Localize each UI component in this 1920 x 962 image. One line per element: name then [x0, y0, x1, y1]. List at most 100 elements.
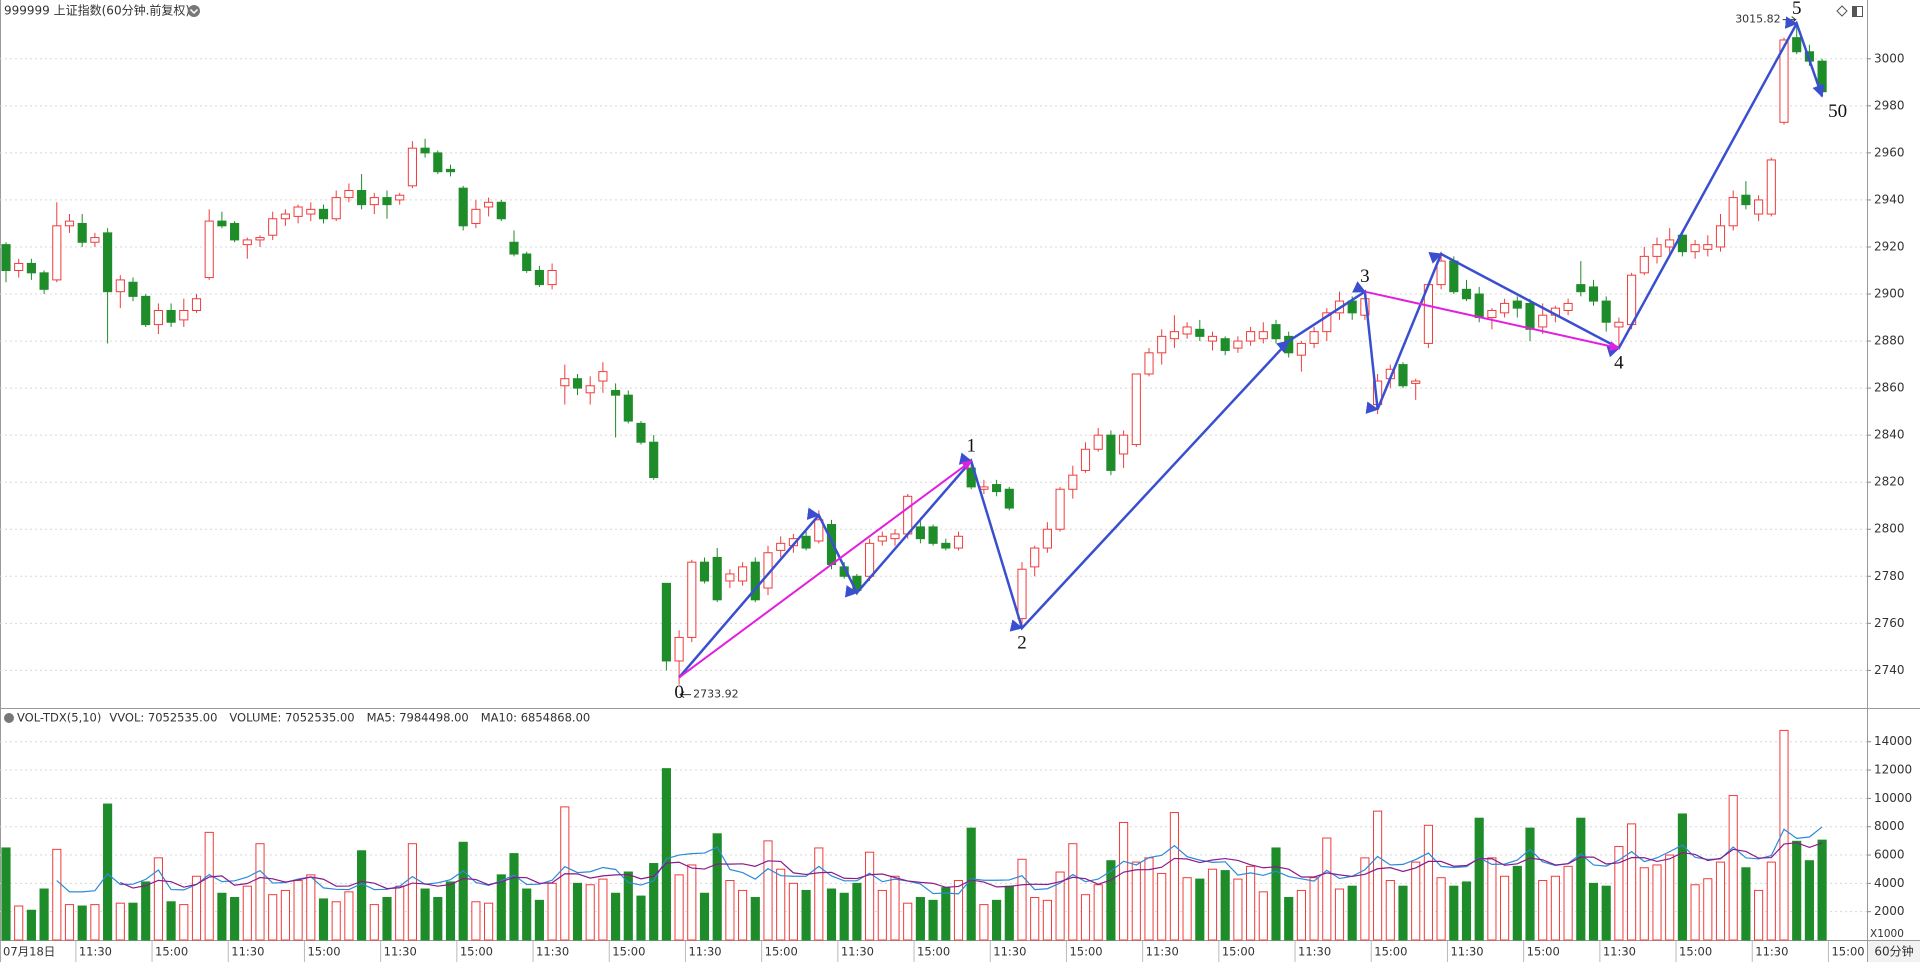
volume-header: VOL-TDX(5,10) — [17, 711, 101, 725]
y-tick-label: 3000 — [1874, 51, 1905, 65]
candle-body — [1715, 225, 1726, 248]
volume-bar — [1487, 857, 1497, 941]
candle-body — [877, 535, 887, 542]
candle-body — [128, 281, 138, 297]
wave-label: 2 — [1017, 632, 1027, 653]
volume-bar — [674, 874, 684, 941]
candle-body — [611, 389, 621, 396]
candle-body — [496, 201, 506, 220]
volume-bar — [407, 843, 417, 941]
volume-bar — [344, 891, 354, 941]
candle-body — [750, 561, 760, 601]
volume-bar — [1131, 861, 1141, 941]
volume-bar — [306, 874, 316, 941]
volume-bar — [1436, 877, 1446, 941]
volume-bar — [1334, 888, 1345, 941]
volume-bar — [750, 897, 760, 941]
volume-bar — [1652, 864, 1662, 941]
candle-body — [1601, 300, 1611, 323]
candle-body — [1182, 326, 1192, 335]
x-tick-label: 11:30 — [1603, 945, 1636, 959]
period-box[interactable] — [1868, 941, 1920, 962]
candle-body — [90, 237, 100, 243]
volume-bar — [433, 897, 443, 941]
x-tick-label: 15:00 — [1222, 945, 1255, 959]
volume-bar — [1576, 817, 1586, 941]
volume-bar — [1169, 812, 1179, 941]
candle-body — [1093, 434, 1103, 450]
panel-icon[interactable] — [1852, 6, 1863, 17]
candle-body — [1436, 260, 1446, 286]
chart-title: 999999 上证指数(60分钟.前复权) — [4, 3, 190, 18]
volume-bar — [420, 888, 430, 941]
candle-body — [776, 542, 786, 551]
volume-bar — [1373, 810, 1383, 941]
volume-bar — [382, 897, 392, 941]
y-tick-label: 2900 — [1874, 287, 1905, 301]
candle-body — [1474, 293, 1484, 319]
volume-bar — [1106, 860, 1116, 941]
candle-body — [103, 232, 113, 293]
candle-body — [395, 194, 405, 201]
diamond-icon[interactable] — [1836, 5, 1848, 17]
volume-bar — [1792, 840, 1802, 941]
volume-bar — [1474, 817, 1484, 941]
panel-icon-fill — [1853, 7, 1857, 16]
x-tick-label: 07月18日 — [3, 945, 55, 959]
candle-body — [268, 218, 278, 236]
volume-bar — [1195, 878, 1205, 941]
volume-bar — [1817, 839, 1827, 941]
y-tick-label: 2880 — [1874, 334, 1905, 348]
volume-bar — [153, 857, 163, 941]
candle-body — [661, 582, 671, 662]
candle-body — [458, 187, 468, 227]
ma-line — [56, 826, 1823, 895]
candle-body — [407, 147, 417, 187]
volume-bar — [1080, 894, 1091, 941]
candle-body — [585, 385, 595, 394]
volume-bar — [331, 901, 341, 941]
volume-header: VOLUME: 7052535.00 — [229, 711, 354, 725]
volume-bar — [1030, 897, 1040, 941]
candle-body — [382, 197, 392, 206]
x-tick-label: 15:00 — [612, 945, 645, 959]
volume-bar — [598, 878, 608, 941]
volume-bar — [776, 868, 786, 941]
volume-bar — [966, 827, 976, 941]
y-tick-label: 6000 — [1874, 848, 1905, 862]
candle-body — [1512, 300, 1522, 309]
volume-bar — [141, 881, 151, 941]
volume-bar — [458, 841, 468, 941]
volume-bar — [865, 851, 875, 941]
x-tick-label: 15:00 — [917, 945, 950, 959]
candle-body — [242, 239, 252, 246]
candle-body — [1271, 324, 1281, 340]
candle-body — [560, 378, 570, 387]
volume-bar — [763, 840, 773, 941]
period-label[interactable]: 60分钟 — [1874, 944, 1913, 959]
wave-label: 3 — [1360, 266, 1370, 287]
volume-bar — [738, 889, 748, 941]
x-tick-label: 11:30 — [688, 945, 721, 959]
volume-bar — [1779, 729, 1789, 941]
candle-body — [280, 213, 290, 220]
volume-bar — [204, 831, 214, 941]
candle-body — [1068, 474, 1078, 490]
title-dropdown[interactable] — [188, 5, 200, 17]
wave-label: 0 — [674, 682, 684, 703]
candle-body — [801, 535, 811, 549]
volume-bar — [1220, 870, 1230, 941]
candle-body — [890, 533, 900, 540]
volume-bar — [877, 889, 887, 941]
volume-bar — [471, 901, 481, 941]
candle-body — [1500, 302, 1510, 314]
candle-body — [1754, 199, 1764, 215]
candle-body — [674, 636, 684, 662]
volume-bar — [1715, 861, 1726, 941]
volume-bar — [1754, 889, 1764, 941]
volume-bar — [572, 882, 583, 941]
x-tick-label: 15:00 — [1374, 945, 1407, 959]
candle-body — [1461, 288, 1472, 300]
candle-body — [153, 309, 163, 326]
